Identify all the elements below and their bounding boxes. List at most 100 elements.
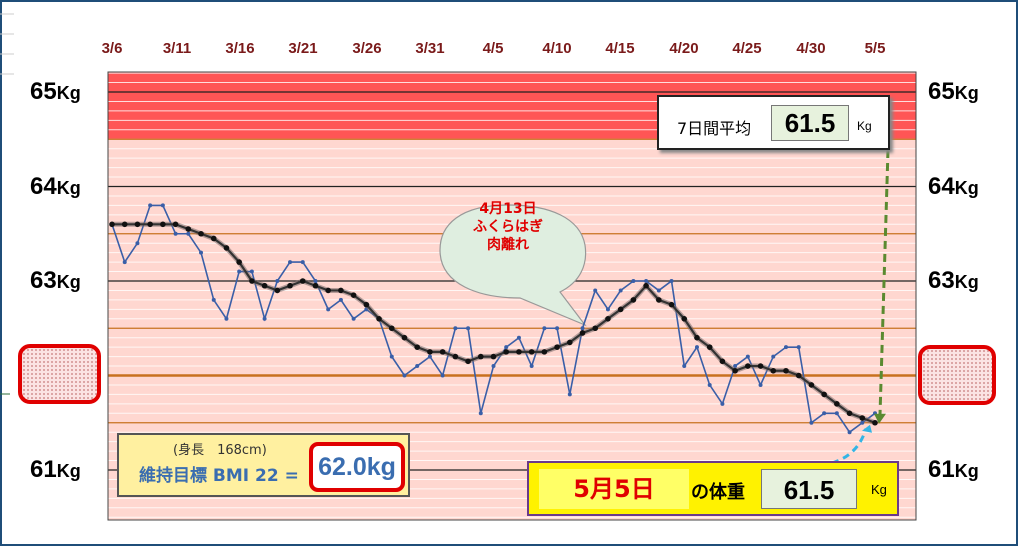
- seven-day-average-point: [388, 325, 395, 332]
- seven-day-average-point: [808, 382, 815, 388]
- x-tick-label: 3/11: [162, 40, 192, 57]
- y-tick-number: 64: [30, 172, 57, 200]
- seven-day-average-point: [363, 301, 370, 308]
- daily-weight-point: [796, 345, 801, 350]
- daily-weight-point: [593, 288, 598, 293]
- seven-day-average-point: [109, 221, 115, 228]
- daily-weight-point: [300, 260, 305, 265]
- callout-annotation: 4月13日 ふくらはぎ 肉離れ: [453, 200, 563, 254]
- daily-weight-point: [427, 354, 432, 359]
- seven-day-average-value: 61.5: [771, 105, 849, 141]
- daily-weight-point: [262, 316, 267, 321]
- daily-weight-point: [402, 373, 407, 378]
- y-tick-number: 65: [30, 78, 57, 105]
- y-tick-unit: Kg: [954, 461, 979, 481]
- seven-day-average-point: [299, 278, 306, 284]
- seven-day-average-point: [694, 334, 700, 341]
- bmi-target-value: 62.0kg: [309, 442, 405, 492]
- seven-day-average-point: [261, 282, 268, 289]
- seven-day-average-box: 7日間平均 61.5 Kg: [657, 95, 890, 150]
- daily-weight-point: [669, 279, 674, 283]
- seven-day-average-point: [821, 391, 827, 398]
- daily-weight-point: [199, 250, 204, 255]
- today-weight-box: 5月5日 の体重 61.5 Kg: [527, 461, 899, 516]
- daily-weight-point: [275, 279, 280, 283]
- callout-bubble: [439, 204, 587, 327]
- daily-weight-point: [605, 307, 610, 312]
- daily-weight-point: [758, 382, 763, 387]
- daily-weight-point: [186, 231, 191, 236]
- seven-day-average-point: [528, 349, 535, 355]
- seven-day-average-point: [287, 282, 293, 289]
- right-y-tick-label: 64Kg: [928, 172, 979, 200]
- seven-day-average-point: [770, 367, 777, 374]
- seven-day-average-point: [554, 344, 560, 350]
- seven-day-average-point: [172, 221, 179, 228]
- y-tick-number: 64: [928, 172, 955, 200]
- daily-weight-point: [631, 279, 636, 283]
- y-tick-unit: Kg: [954, 177, 979, 198]
- green-dashed-arrow: [878, 149, 890, 415]
- daily-weight-point: [415, 364, 420, 369]
- seven-day-average-point: [134, 221, 141, 228]
- daily-weight-point: [847, 430, 852, 435]
- daily-weight-point: [478, 411, 483, 416]
- today-weight-label: の体重: [691, 482, 745, 503]
- seven-day-average-point: [630, 297, 637, 303]
- seven-day-average-point: [617, 306, 624, 313]
- seven-day-average-point: [719, 358, 726, 365]
- seven-day-average-point: [732, 367, 738, 374]
- seven-day-average-point: [541, 349, 548, 355]
- daily-weight-point: [580, 326, 585, 331]
- seven-day-average-point: [414, 344, 421, 350]
- daily-weight-point: [224, 316, 229, 321]
- left-y-tick-label: 64Kg: [30, 172, 81, 200]
- blue-arrowhead: [862, 424, 872, 433]
- seven-day-average-point: [477, 353, 484, 360]
- daily-weight-point: [313, 279, 318, 283]
- seven-day-average-point: [706, 344, 713, 350]
- daily-weight-point: [173, 231, 178, 236]
- daily-weight-point: [783, 345, 788, 350]
- daily-weight-point: [135, 241, 140, 246]
- daily-weight-point: [682, 364, 687, 369]
- seven-day-average-point: [338, 287, 344, 294]
- daily-weight-point: [771, 354, 776, 359]
- today-weight-unit: Kg: [871, 482, 887, 497]
- seven-day-average-point: [503, 349, 510, 355]
- seven-day-average-point: [592, 325, 599, 332]
- daily-weight-point: [516, 335, 521, 340]
- left-y-tick-label: 65Kg: [30, 80, 81, 105]
- y-tick-number: 63: [928, 267, 955, 294]
- y-tick-unit: Kg: [954, 83, 979, 103]
- daily-weight-point: [491, 364, 496, 369]
- outer-border: [0, 0, 1018, 546]
- daily-weight-point: [618, 288, 623, 293]
- daily-weight-point: [860, 420, 865, 425]
- seven-day-average-unit: Kg: [857, 119, 872, 133]
- seven-day-average-point: [643, 282, 649, 289]
- seven-day-average-point: [490, 353, 497, 360]
- left-62-highlight: [18, 344, 101, 404]
- x-tick-label: 4/20: [669, 40, 699, 57]
- left-margin-lines: [0, 13, 14, 75]
- daily-weight-point: [834, 411, 839, 416]
- seven-day-average-point: [465, 358, 471, 365]
- y-tick-number: 61: [928, 456, 955, 483]
- daily-weight-point: [326, 307, 331, 312]
- seven-day-average-point: [198, 230, 204, 237]
- left-y-tick-label: 61Kg: [30, 458, 81, 483]
- x-tick-label: 4/10: [542, 40, 572, 57]
- seven-day-average-point: [567, 339, 573, 346]
- daily-weight-point: [567, 392, 572, 397]
- seven-day-average-point: [579, 330, 586, 336]
- seven-day-average-point: [681, 316, 688, 322]
- daily-weight-point: [694, 345, 699, 350]
- seven-day-average-point: [834, 401, 840, 407]
- bmi-target-box: (身長 168cm) 維持目標 BMI 22 = 62.0kg: [117, 433, 410, 497]
- x-tick-label: 4/30: [796, 40, 826, 57]
- daily-weight-point: [211, 297, 216, 302]
- seven-day-average-point: [249, 278, 255, 284]
- daily-weight-point: [453, 326, 458, 331]
- right-y-tick-label: 63Kg: [928, 269, 979, 294]
